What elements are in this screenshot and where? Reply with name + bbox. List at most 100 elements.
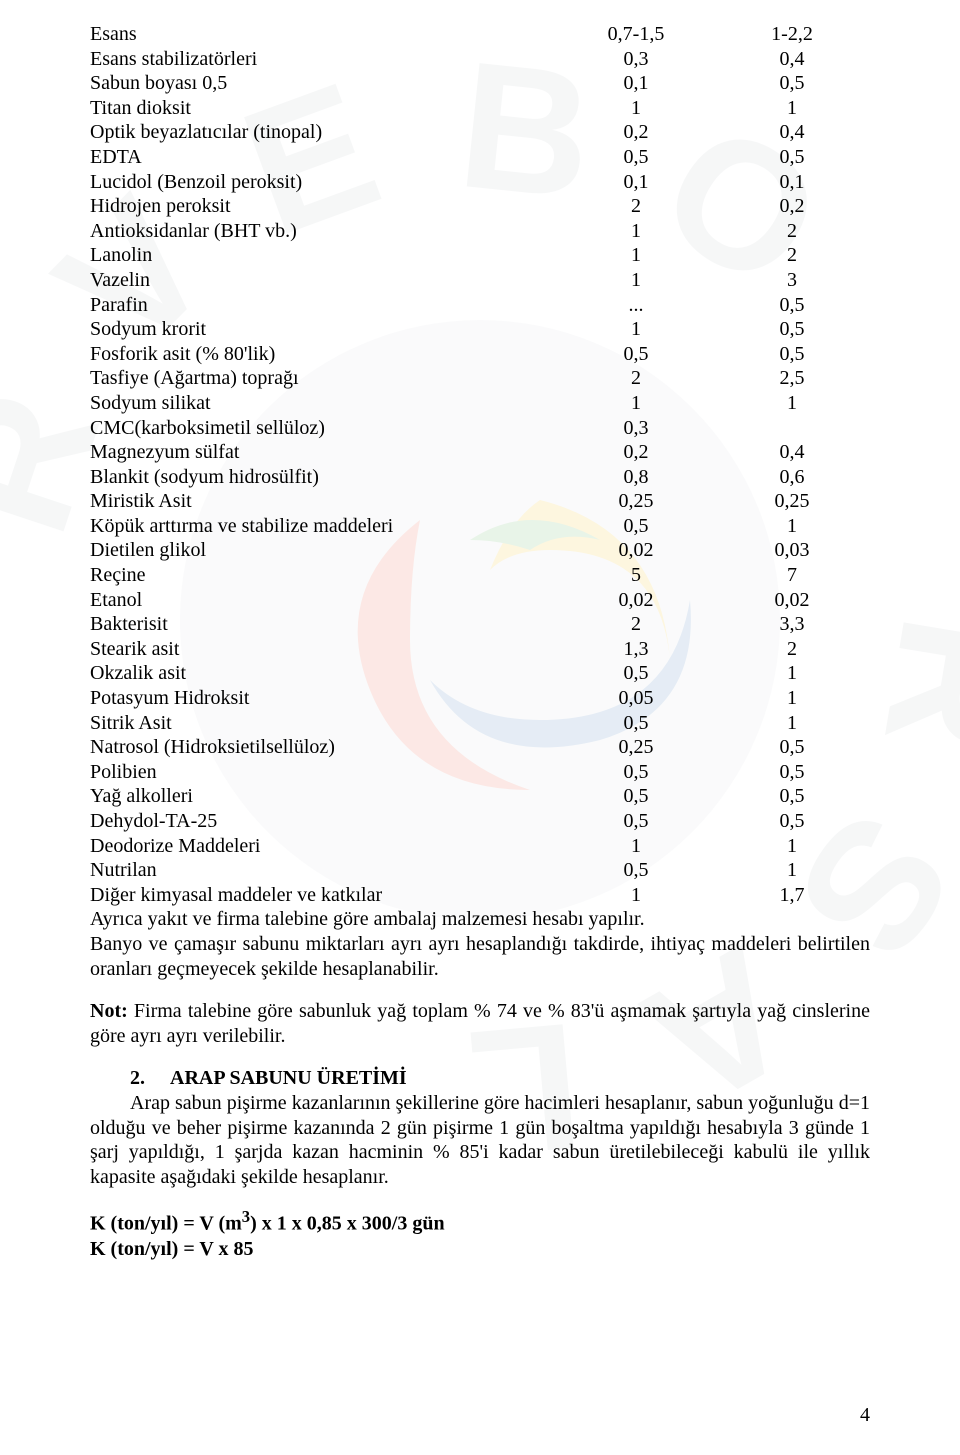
ingredient-name: Potasyum Hidroksit — [90, 686, 558, 711]
page-number: 4 — [860, 1404, 870, 1427]
ingredient-name: Nutrilan — [90, 858, 558, 883]
ingredient-max: 1 — [714, 686, 870, 711]
ingredient-name: Köpük arttırma ve stabilize maddeleri — [90, 514, 558, 539]
ingredient-min: 0,5 — [558, 514, 714, 539]
ingredient-min: 0,5 — [558, 760, 714, 785]
ingredient-max: 1 — [714, 96, 870, 121]
section-title: ARAP SABUNU ÜRETİMİ — [170, 1066, 407, 1091]
ingredient-min: 1 — [558, 883, 714, 908]
ingredient-min: 0,3 — [558, 47, 714, 72]
after-table-line-2: Banyo ve çamaşır sabunu miktarları ayrı … — [90, 932, 870, 981]
ingredient-name: EDTA — [90, 145, 558, 170]
ingredient-max: 1-2,2 — [714, 22, 870, 47]
ingredient-max: 0,03 — [714, 538, 870, 563]
ingredient-min: 0,02 — [558, 538, 714, 563]
table-row: Natrosol (Hidroksietilsellüloz)0,250,5 — [90, 735, 870, 760]
table-row: Polibien0,50,5 — [90, 760, 870, 785]
ingredient-max: 7 — [714, 563, 870, 588]
formula-1-prefix: K (ton/yıl) = V (m — [90, 1213, 242, 1235]
ingredient-max: 0,5 — [714, 317, 870, 342]
formula-1: K (ton/yıl) = V (m3) x 1 x 0,85 x 300/3 … — [90, 1207, 870, 1236]
formula-1-sup: 3 — [242, 1207, 250, 1226]
ingredient-max: 0,1 — [714, 170, 870, 195]
ingredient-min: 0,5 — [558, 858, 714, 883]
ingredient-max: 0,5 — [714, 71, 870, 96]
note-label: Not: — [90, 1000, 128, 1022]
ingredient-name: Miristik Asit — [90, 489, 558, 514]
ingredients-table: Esans0,7-1,51-2,2Esans stabilizatörleri0… — [90, 22, 870, 907]
ingredient-name: Bakterisit — [90, 612, 558, 637]
ingredient-name: Fosforik asit (% 80'lik) — [90, 342, 558, 367]
table-row: Nutrilan0,51 — [90, 858, 870, 883]
section-body: Arap sabun pişirme kazanlarının şekiller… — [90, 1091, 870, 1189]
ingredient-max: 3 — [714, 268, 870, 293]
ingredient-name: Sodyum silikat — [90, 391, 558, 416]
ingredient-name: Parafin — [90, 293, 558, 318]
ingredient-min: 2 — [558, 194, 714, 219]
table-row: Titan dioksit11 — [90, 96, 870, 121]
ingredient-name: Sitrik Asit — [90, 711, 558, 736]
ingredient-min: 0,2 — [558, 440, 714, 465]
table-row: Diğer kimyasal maddeler ve katkılar11,7 — [90, 883, 870, 908]
table-row: Esans stabilizatörleri0,30,4 — [90, 47, 870, 72]
table-row: Etanol0,020,02 — [90, 588, 870, 613]
table-row: Miristik Asit0,250,25 — [90, 489, 870, 514]
ingredient-min: 2 — [558, 366, 714, 391]
ingredient-max: 0,5 — [714, 735, 870, 760]
ingredient-name: Dietilen glikol — [90, 538, 558, 563]
table-row: Parafin...0,5 — [90, 293, 870, 318]
ingredient-min: 0,5 — [558, 342, 714, 367]
ingredient-name: Dehydol-TA-25 — [90, 809, 558, 834]
ingredient-max: 0,25 — [714, 489, 870, 514]
ingredient-name: Okzalik asit — [90, 661, 558, 686]
ingredient-min: 0,5 — [558, 661, 714, 686]
table-row: Lucidol (Benzoil peroksit)0,10,1 — [90, 170, 870, 195]
ingredient-min: 0,3 — [558, 416, 714, 441]
ingredient-min: 0,5 — [558, 809, 714, 834]
ingredient-name: Antioksidanlar (BHT vb.) — [90, 219, 558, 244]
table-row: Optik beyazlatıcılar (tinopal)0,20,4 — [90, 120, 870, 145]
table-row: Dehydol-TA-250,50,5 — [90, 809, 870, 834]
table-row: Sodyum silikat11 — [90, 391, 870, 416]
ingredient-max: 1 — [714, 834, 870, 859]
ingredient-max: 2 — [714, 219, 870, 244]
ingredient-name: Esans — [90, 22, 558, 47]
ingredient-max: 2 — [714, 637, 870, 662]
ingredient-name: Natrosol (Hidroksietilsellüloz) — [90, 735, 558, 760]
ingredient-max: 0,4 — [714, 47, 870, 72]
table-row: CMC(karboksimetil sellüloz)0,3 — [90, 416, 870, 441]
ingredient-max: 0,5 — [714, 760, 870, 785]
ingredient-min: 1 — [558, 268, 714, 293]
ingredient-max: 1,7 — [714, 883, 870, 908]
section-number: 2. — [90, 1066, 170, 1091]
table-row: Sodyum krorit10,5 — [90, 317, 870, 342]
ingredient-max: 0,02 — [714, 588, 870, 613]
ingredient-max: 3,3 — [714, 612, 870, 637]
ingredient-min: 0,1 — [558, 170, 714, 195]
ingredient-min: 0,25 — [558, 489, 714, 514]
ingredient-min: 2 — [558, 612, 714, 637]
formula-1-rest: ) x 1 x 0,85 x 300/3 gün — [250, 1213, 444, 1235]
ingredient-min: 0,25 — [558, 735, 714, 760]
page-content: Esans0,7-1,51-2,2Esans stabilizatörleri0… — [0, 0, 960, 1261]
table-row: Potasyum Hidroksit0,051 — [90, 686, 870, 711]
ingredient-max: 0,5 — [714, 342, 870, 367]
ingredient-max: 0,4 — [714, 120, 870, 145]
table-row: Fosforik asit (% 80'lik)0,50,5 — [90, 342, 870, 367]
ingredient-max — [714, 416, 870, 441]
ingredient-min: 0,7-1,5 — [558, 22, 714, 47]
ingredient-max: 0,4 — [714, 440, 870, 465]
ingredient-name: CMC(karboksimetil sellüloz) — [90, 416, 558, 441]
ingredient-name: Vazelin — [90, 268, 558, 293]
ingredient-max: 0,5 — [714, 145, 870, 170]
ingredient-min: 1 — [558, 391, 714, 416]
table-row: Yağ alkolleri0,50,5 — [90, 784, 870, 809]
ingredient-min: 0,2 — [558, 120, 714, 145]
ingredient-max: 0,5 — [714, 809, 870, 834]
table-row: Magnezyum sülfat0,20,4 — [90, 440, 870, 465]
ingredient-min: 1 — [558, 243, 714, 268]
ingredient-name: Stearik asit — [90, 637, 558, 662]
ingredient-max: 0,2 — [714, 194, 870, 219]
ingredient-name: Lucidol (Benzoil peroksit) — [90, 170, 558, 195]
ingredient-min: 1 — [558, 317, 714, 342]
